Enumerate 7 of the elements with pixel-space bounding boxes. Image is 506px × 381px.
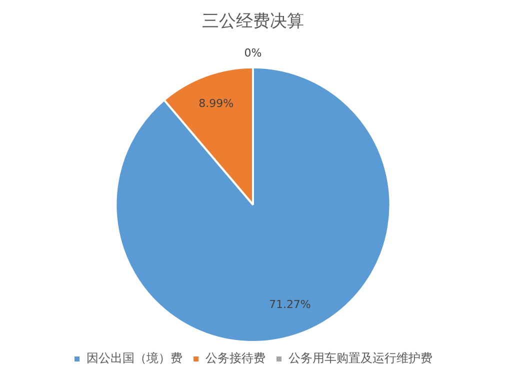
legend-label: 公务用车购置及运行维护费 [288,351,432,366]
data-label: 8.99% [198,97,234,110]
legend-label: 因公出国（境）费 [86,351,182,366]
text: 0% [244,46,262,60]
chart-title: 三公经费决算 [202,12,304,32]
data-label: 71.27% [268,298,311,312]
legend-label: 公务接待费 [206,351,266,366]
